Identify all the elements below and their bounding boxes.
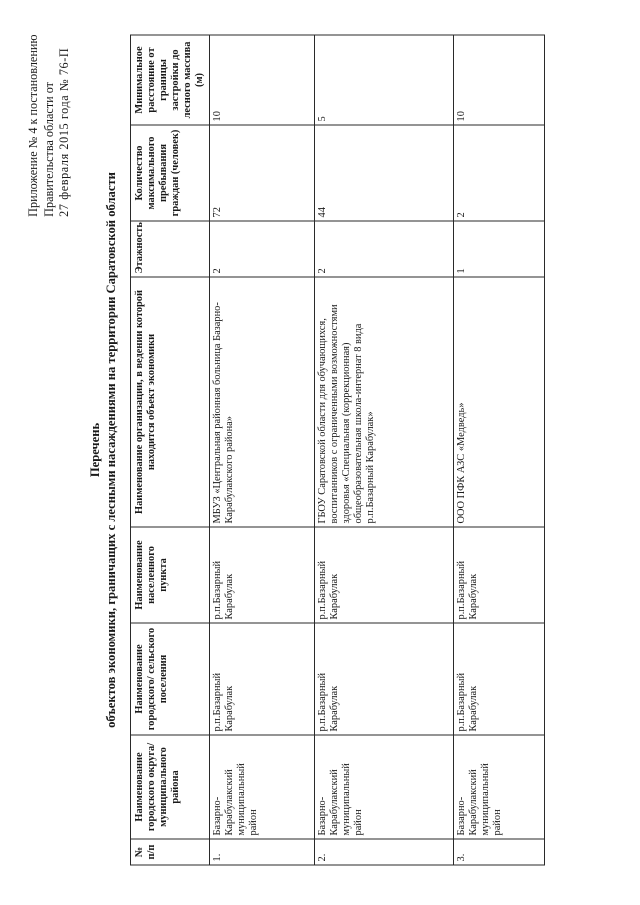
reference-line-2: Правительства области от bbox=[41, 81, 56, 217]
cell-min-distance: 10 bbox=[209, 34, 315, 125]
cell-organization: ООО ПФК АЗС «Медведь» bbox=[453, 276, 545, 527]
column-header-floors: Этажность bbox=[130, 220, 210, 277]
table-row: 1. Базарно-Карабулакский муниципальный р… bbox=[209, 34, 315, 865]
cell-floors: 1 bbox=[453, 220, 545, 277]
column-header-number: № п/п bbox=[130, 838, 210, 865]
cell-number: 2. bbox=[314, 838, 454, 865]
cell-max-people: 44 bbox=[314, 124, 454, 221]
cell-min-distance: 5 bbox=[314, 34, 454, 125]
table-row: 2. Базарно-Карабулакский муниципальный р… bbox=[314, 34, 454, 865]
cell-min-distance: 10 bbox=[453, 34, 545, 125]
reference-line-3: 27 февраля 2015 года № 76-П bbox=[57, 47, 72, 217]
cell-number: 3. bbox=[453, 838, 545, 865]
cell-locality: р.п.Базарный Карабулак bbox=[453, 526, 545, 623]
cell-floors: 2 bbox=[209, 220, 315, 277]
column-header-organization: Наименование организации, в ведении кото… bbox=[130, 276, 210, 527]
cell-max-people: 2 bbox=[453, 124, 545, 221]
column-header-min-distance: Минимальное расстояние от границы застро… bbox=[130, 34, 210, 125]
column-header-municipality: Наименование городского округа/ муниципа… bbox=[130, 734, 210, 839]
table-row: 3. Базарно-Карабулакский муниципальный р… bbox=[453, 34, 545, 865]
document-reference-block: Приложение № 4 к постановлению Правитель… bbox=[26, 34, 73, 865]
objects-registry-table: № п/п Наименование городского округа/ му… bbox=[130, 34, 545, 865]
reference-line-1: Приложение № 4 к постановлению bbox=[26, 34, 40, 217]
column-header-max-people: Количество максимального пребывания граж… bbox=[130, 124, 210, 221]
cell-locality: р.п.Базарный Карабулак bbox=[314, 526, 454, 623]
cell-locality: р.п.Базарный Карабулак bbox=[209, 526, 315, 623]
cell-municipality: Базарно-Карабулакский муниципальный райо… bbox=[453, 734, 545, 839]
title-block: Перечень объектов экономики, граничащих … bbox=[87, 34, 120, 865]
cell-floors: 2 bbox=[314, 220, 454, 277]
cell-max-people: 72 bbox=[209, 124, 315, 221]
column-header-settlement: Наименование городского/ сельского посел… bbox=[130, 622, 210, 735]
cell-settlement: р.п.Базарный Карабулак bbox=[209, 622, 315, 735]
cell-number: 1. bbox=[209, 838, 315, 865]
column-header-locality: Наименование населенного пункта bbox=[130, 526, 210, 623]
document-subtitle: объектов экономики, граничащих с лесными… bbox=[104, 171, 119, 728]
document-title: Перечень bbox=[87, 422, 102, 477]
table-header-row: № п/п Наименование городского округа/ му… bbox=[130, 34, 210, 865]
cell-settlement: р.п.Базарный Карабулак bbox=[314, 622, 454, 735]
cell-municipality: Базарно-Карабулакский муниципальный райо… bbox=[209, 734, 315, 839]
cell-organization: МБУЗ «Центральная районная больница База… bbox=[209, 276, 315, 527]
cell-organization: ГБОУ Саратовской области для обучающихся… bbox=[314, 276, 454, 527]
cell-municipality: Базарно-Карабулакский муниципальный райо… bbox=[314, 734, 454, 839]
cell-settlement: р.п.Базарный Карабулак bbox=[453, 622, 545, 735]
